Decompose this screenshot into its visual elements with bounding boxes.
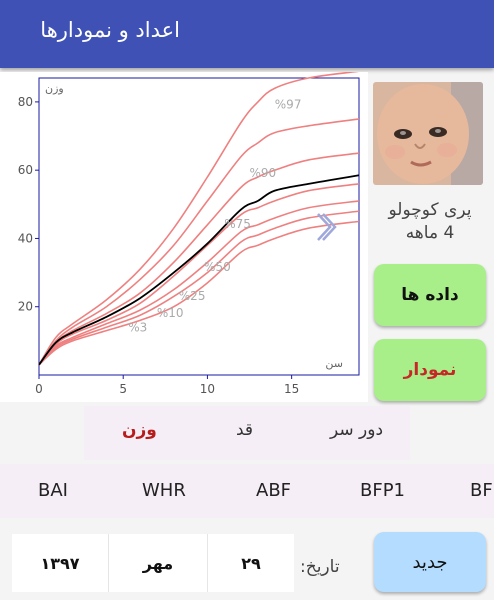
y-axis-label: وزن: [45, 82, 64, 95]
percentile-line-97: [38, 72, 359, 366]
growth-chart: %97 %90 %75 %50 %25 %10 %3 0 5 10 15 20 40 60 80 وزن سن: [0, 72, 368, 402]
x-tick-label: 15: [284, 382, 299, 396]
chart-button[interactable]: نمودار: [374, 339, 486, 401]
baby-avatar-icon: [373, 82, 483, 185]
data-button[interactable]: داده ها: [374, 264, 486, 326]
tab-bf[interactable]: BF: [470, 480, 493, 501]
percentile-label: %25: [179, 289, 206, 303]
percentile-line-3: [38, 220, 360, 366]
tab-bfp1[interactable]: BFP1: [360, 480, 406, 501]
child-weight-line: [38, 174, 360, 366]
tab-abf[interactable]: ABF: [256, 480, 292, 501]
date-label: تاریخ:: [300, 557, 340, 577]
percentile-line-25: [38, 200, 360, 366]
child-age: 4 ماهه: [405, 223, 455, 243]
chevron-stroke: [322, 213, 337, 241]
child-photo[interactable]: [373, 82, 483, 185]
x-axis-label: سن: [325, 357, 343, 370]
percentile-label: %10: [157, 306, 184, 320]
date-day[interactable]: ۲۹: [241, 553, 261, 573]
index-tabs: BAI WHR ABF BFP1 BF: [0, 464, 494, 518]
date-year[interactable]: ۱۳۹۷: [40, 553, 80, 573]
tab-whr[interactable]: WHR: [142, 480, 186, 501]
x-tick-label: 10: [200, 382, 215, 396]
date-month[interactable]: مهر: [142, 553, 174, 573]
plot-area: [38, 77, 360, 376]
new-entry-button[interactable]: جدید: [374, 532, 486, 592]
percentile-label: %50: [204, 260, 231, 274]
percentile-label: %3: [128, 320, 147, 334]
y-tick-label: 40: [18, 231, 33, 245]
percentile-line-10: [38, 210, 360, 366]
chevron-stroke: [317, 213, 332, 241]
x-tick-label: 5: [119, 382, 127, 396]
percentile-label: %90: [250, 166, 277, 180]
percentile-line-90: [38, 118, 360, 366]
y-tick-label: 60: [18, 163, 33, 177]
date-picker: ۱۳۹۷ مهر ۲۹: [12, 534, 294, 592]
tab-height[interactable]: قد: [236, 420, 254, 440]
metric-tabs: دور سر قد وزن: [84, 406, 410, 460]
y-tick-label: 80: [18, 95, 33, 109]
growth-chart-svg: %97 %90 %75 %50 %25 %10 %3 0 5 10 15 20 40 60 80 وزن سن: [18, 72, 360, 396]
tab-weight[interactable]: وزن: [122, 420, 157, 440]
tab-head-circumference[interactable]: دور سر: [330, 420, 384, 440]
x-tick-label: 0: [35, 382, 43, 396]
percentile-line-75: [38, 152, 360, 366]
y-tick-label: 20: [18, 300, 33, 314]
app-bar: اعداد و نمودارها: [0, 0, 494, 68]
date-divider: [207, 534, 208, 592]
chevron-right-icon[interactable]: [317, 213, 337, 241]
app-title: اعداد و نمودارها: [40, 18, 180, 42]
percentile-label: %97: [275, 98, 302, 112]
percentile-label: %75: [224, 217, 251, 231]
tab-bai[interactable]: BAI: [38, 480, 68, 501]
percentile-line-50: [38, 183, 360, 366]
child-name: پری کوچولو: [388, 200, 472, 220]
date-divider: [108, 534, 109, 592]
